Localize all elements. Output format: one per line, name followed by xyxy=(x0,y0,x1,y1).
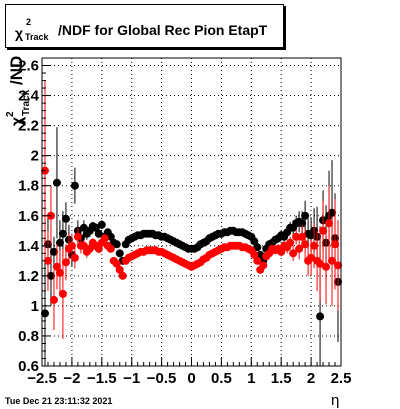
data-point xyxy=(49,247,58,256)
data-point xyxy=(85,244,94,253)
y-tick-label: 0.6 xyxy=(18,358,39,375)
plot-frame xyxy=(41,57,342,367)
y-tick-label: 1.4 xyxy=(18,238,40,255)
y-tick-label: 2.4 xyxy=(18,88,40,105)
data-point xyxy=(91,223,100,232)
y-tick-label: 1.2 xyxy=(18,268,39,285)
data-point xyxy=(295,244,304,253)
x-tick-label: 2 xyxy=(307,370,315,387)
data-point xyxy=(307,253,316,262)
data-point xyxy=(112,259,121,268)
data-point xyxy=(319,226,328,235)
data-point xyxy=(328,256,337,265)
data-point xyxy=(118,271,127,280)
data-point xyxy=(79,241,88,250)
x-axis-label: η xyxy=(331,392,339,409)
data-point xyxy=(328,208,337,217)
data-point xyxy=(55,238,64,247)
data-point xyxy=(301,211,310,220)
title-chi-symbol: χ xyxy=(15,25,24,41)
x-tick-label: −1 xyxy=(123,370,140,387)
data-point xyxy=(55,268,64,277)
x-tick-label: 0 xyxy=(187,370,195,387)
data-point xyxy=(253,243,262,252)
y-tick-label: 2.6 xyxy=(18,58,39,75)
data-point xyxy=(61,258,70,267)
title-superscript: 2 xyxy=(26,17,32,27)
data-point xyxy=(259,261,268,270)
series-layer xyxy=(40,80,343,366)
data-point xyxy=(277,247,286,256)
grid-layer xyxy=(42,58,341,366)
x-tick-label: 0.5 xyxy=(211,370,232,387)
data-point xyxy=(316,259,325,268)
data-point xyxy=(322,262,331,271)
data-point xyxy=(115,265,124,274)
x-tick-label: −2.5 xyxy=(27,370,57,387)
data-point xyxy=(106,244,115,253)
data-point xyxy=(97,220,106,229)
chart-title: /NDF for Global Rec Pion EtapT xyxy=(58,22,268,38)
data-point xyxy=(52,178,61,187)
ylabel-superscript: 2 xyxy=(5,111,16,117)
data-point xyxy=(73,232,82,241)
data-point xyxy=(115,249,124,258)
y-axis-label: χ 2 Track /ND xyxy=(5,56,32,126)
x-tick-label: −2 xyxy=(63,370,80,387)
data-point xyxy=(52,262,61,271)
data-point xyxy=(67,241,76,250)
x-tick-label: 1.5 xyxy=(271,370,292,387)
chart-title-box: χ 2 Track /NDF for Global Rec Pion EtapT xyxy=(5,4,284,48)
data-point xyxy=(250,237,259,246)
data-point xyxy=(253,256,262,265)
data-point xyxy=(79,223,88,232)
data-point xyxy=(58,229,67,238)
data-point xyxy=(106,232,115,241)
y-tick-label: 2.2 xyxy=(18,118,39,135)
y-tick-label: 2 xyxy=(31,148,39,165)
data-point xyxy=(301,240,310,249)
x-tick-label: 2.5 xyxy=(331,370,352,387)
data-point xyxy=(70,181,79,190)
ylabel-chi-symbol: χ xyxy=(9,116,26,126)
data-point xyxy=(49,295,58,304)
data-point xyxy=(292,232,301,241)
data-point xyxy=(286,238,295,247)
data-point xyxy=(334,261,343,270)
data-point xyxy=(43,256,52,265)
data-point xyxy=(94,229,103,238)
data-point xyxy=(58,289,67,298)
tick-layer: −2.5 −2 −1.5 −1 −0.5 0 0.5 1 1.5 2 2.5 0.6 0.8 1 1.2 1.… xyxy=(18,57,352,387)
data-point xyxy=(331,240,340,249)
data-point xyxy=(70,253,79,262)
y-tick-label: 1.8 xyxy=(18,178,39,195)
y-tick-label: 0.8 xyxy=(18,328,39,345)
ylabel-text: /ND xyxy=(7,56,26,85)
data-point xyxy=(298,232,307,241)
x-tick-label: 1 xyxy=(247,370,255,387)
timestamp-footer: Tue Dec 21 23:11:32 2021 xyxy=(5,396,113,406)
data-point xyxy=(316,312,325,321)
data-point xyxy=(256,250,265,259)
data-point xyxy=(61,214,70,223)
data-point xyxy=(298,219,307,228)
ylabel-subscript: Track xyxy=(21,89,32,116)
x-tick-label: −1.5 xyxy=(87,370,117,387)
data-point xyxy=(112,240,121,249)
x-tick-label: −0.5 xyxy=(147,370,177,387)
data-point xyxy=(100,234,109,243)
data-point xyxy=(289,249,298,258)
y-tick-label: 1 xyxy=(31,298,39,315)
series-red xyxy=(40,80,343,339)
data-point xyxy=(94,244,103,253)
data-point xyxy=(250,250,259,259)
data-point xyxy=(310,241,319,250)
y-tick-label: 1.6 xyxy=(18,208,39,225)
title-subscript: Track xyxy=(25,32,49,42)
data-point xyxy=(325,219,334,228)
